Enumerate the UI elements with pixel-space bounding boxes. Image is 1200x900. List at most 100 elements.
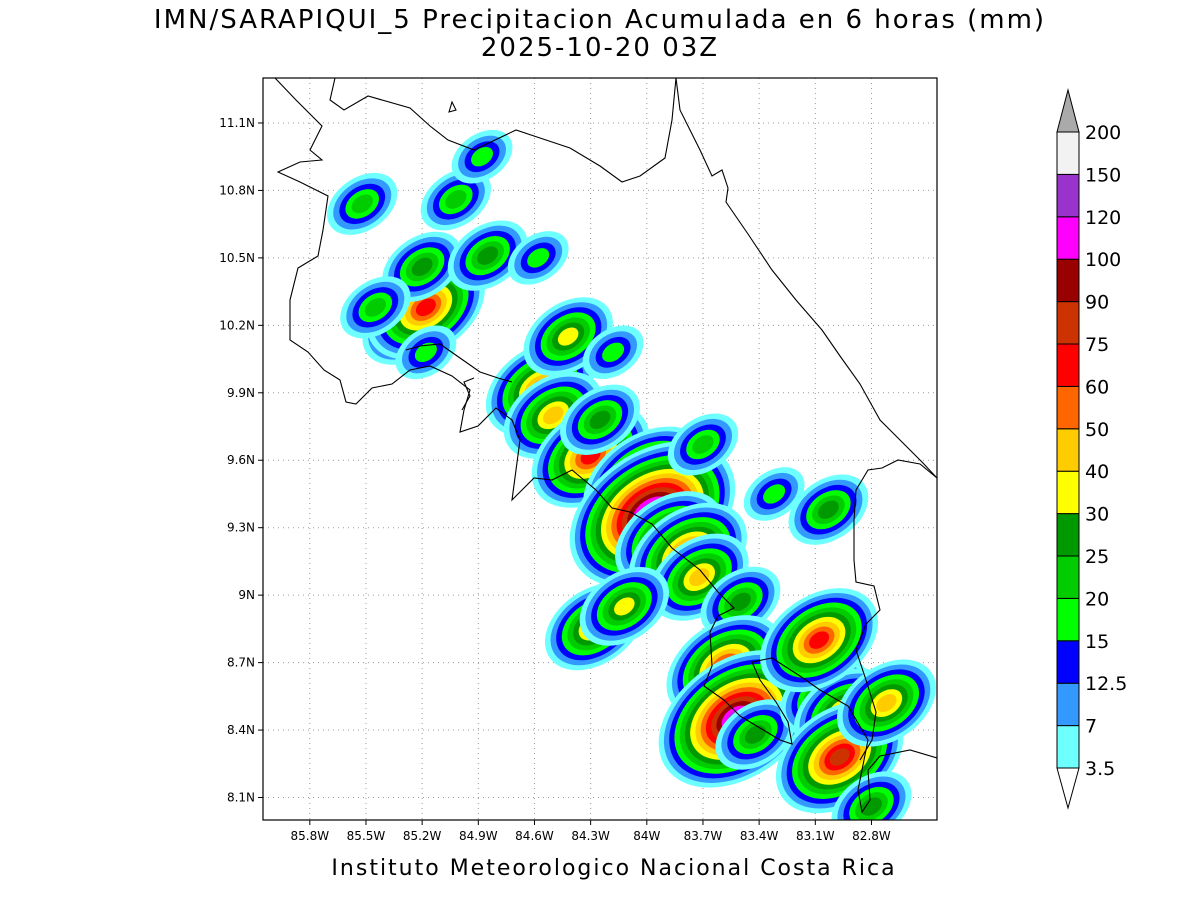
precip-contour — [817, 500, 839, 519]
y-tick-label: 8.7N — [227, 656, 255, 670]
x-tick-label: 83.4W — [740, 829, 779, 843]
coastline-east — [675, 78, 937, 479]
colorbar-label: 12.5 — [1085, 673, 1127, 695]
precip-cell — [582, 325, 644, 380]
colorbar-label: 3.5 — [1085, 758, 1115, 780]
longitude-tick-labels: 85.8W 85.5W 85.2W 84.9W 84.6W 84.3W 84W 83.7W 83… — [291, 829, 891, 843]
precip-contour — [692, 435, 714, 454]
precip-contour — [861, 797, 882, 816]
y-tick-label: 9.6N — [227, 453, 255, 467]
x-tick-label: 85.2W — [403, 829, 442, 843]
colorbar-segment — [1056, 301, 1080, 345]
colorbar: 3.5 7 12.5 15 20 25 30 40 50 60 75 90 100 120 150 200 — [1056, 88, 1127, 810]
y-tick-label: 8.4N — [227, 723, 255, 737]
x-tick-label: 83.7W — [684, 829, 723, 843]
colorbar-segment — [1056, 470, 1080, 515]
y-tick-label: 9.9N — [227, 386, 255, 400]
precip-cell — [327, 172, 398, 235]
precip-contour — [829, 748, 850, 766]
precip-contour — [415, 298, 436, 317]
colorbar-low-triangle — [1056, 767, 1080, 810]
precip-cell — [831, 771, 912, 820]
map-timestamp: 2025-10-20 03Z — [480, 33, 720, 63]
precip-cell — [560, 384, 640, 455]
colorbar-segment — [1056, 725, 1080, 769]
precip-contour — [414, 342, 437, 363]
x-tick-label: 84.9W — [459, 829, 498, 843]
y-tick-label: 10.5N — [219, 251, 255, 265]
precip-contour — [351, 194, 373, 214]
colorbar-label: 50 — [1085, 419, 1109, 441]
plot-frame — [262, 77, 938, 821]
precip-cell — [667, 413, 739, 476]
colorbar-segment — [1056, 173, 1080, 218]
precip-cell — [451, 129, 513, 184]
colorbar-segment — [1056, 131, 1080, 175]
colorbar-label: 60 — [1085, 376, 1109, 398]
colorbar-label: 150 — [1085, 164, 1121, 186]
precip-contour — [589, 410, 611, 429]
precip-contour — [876, 694, 897, 713]
precip-contour — [364, 297, 386, 317]
colorbar-label: 200 — [1085, 122, 1121, 144]
coastline-caribbean — [329, 78, 677, 183]
y-tick-label: 10.2N — [219, 318, 255, 332]
colorbar-segment — [1056, 258, 1080, 303]
y-tick-label: 8.1N — [227, 791, 255, 805]
colorbar-label: 20 — [1085, 588, 1109, 610]
y-tick-label: 10.8N — [219, 183, 255, 197]
map-title: IMN/SARAPIQUI_5 Precipitacion Acumulada … — [153, 5, 1047, 35]
colorbar-label: 120 — [1085, 207, 1121, 229]
precip-contour — [729, 592, 751, 612]
latitude-tick-labels: 11.1N 10.8N 10.5N 10.2N 9.9N 9.6N 9.3N 9N 8.7N 8.… — [219, 116, 255, 805]
colorbar-label: 75 — [1085, 334, 1109, 356]
precip-contour — [471, 147, 494, 167]
y-tick-label: 9N — [238, 588, 255, 602]
x-tick-label: 84.3W — [571, 829, 610, 843]
precip-contour — [557, 327, 579, 346]
precip-contour — [602, 342, 625, 363]
institution-credit: Instituto Meteorologico Nacional Costa R… — [331, 856, 897, 881]
colorbar-label: 100 — [1085, 249, 1121, 271]
precip-cell — [579, 567, 670, 646]
border-panama — [853, 459, 937, 761]
y-tick-label: 11.1N — [219, 116, 255, 130]
precip-cell — [447, 220, 528, 291]
colorbar-label: 30 — [1085, 504, 1109, 526]
colorbar-label: 15 — [1085, 631, 1109, 653]
precip-cell — [420, 168, 491, 231]
island-marker — [448, 100, 457, 113]
border-nicaragua — [405, 343, 513, 383]
x-tick-label: 82.8W — [852, 829, 891, 843]
colorbar-high-triangle — [1056, 88, 1080, 133]
precip-contour — [477, 246, 499, 265]
colorbar-segment — [1056, 343, 1080, 387]
precip-cell — [837, 659, 936, 747]
colorbar-label: 25 — [1085, 546, 1109, 568]
colorbar-segment — [1056, 640, 1080, 684]
precip-cell — [760, 588, 879, 693]
precip-cell — [788, 474, 869, 545]
precip-cell — [743, 467, 805, 521]
precip-contour — [809, 631, 830, 649]
precip-cell — [503, 371, 603, 459]
precip-cell — [340, 276, 411, 339]
colorbar-segment — [1056, 385, 1080, 430]
y-tick-label: 9.3N — [227, 521, 255, 535]
colorbar-segment — [1056, 216, 1080, 260]
x-tick-label: 85.8W — [291, 829, 330, 843]
precip-contour — [614, 597, 635, 616]
colorbar-label: 40 — [1085, 461, 1109, 483]
precip-cell — [715, 699, 796, 770]
colorbar-segment — [1056, 597, 1080, 642]
precip-contour — [543, 406, 564, 425]
colorbar-segment — [1056, 555, 1080, 599]
colorbar-label: 90 — [1085, 292, 1109, 314]
precip-contour — [689, 568, 710, 587]
precip-field — [327, 129, 936, 820]
colorbar-segment — [1056, 428, 1080, 472]
precip-cell — [507, 231, 569, 285]
x-tick-label: 83.1W — [796, 829, 835, 843]
colorbar-segment — [1056, 682, 1080, 727]
